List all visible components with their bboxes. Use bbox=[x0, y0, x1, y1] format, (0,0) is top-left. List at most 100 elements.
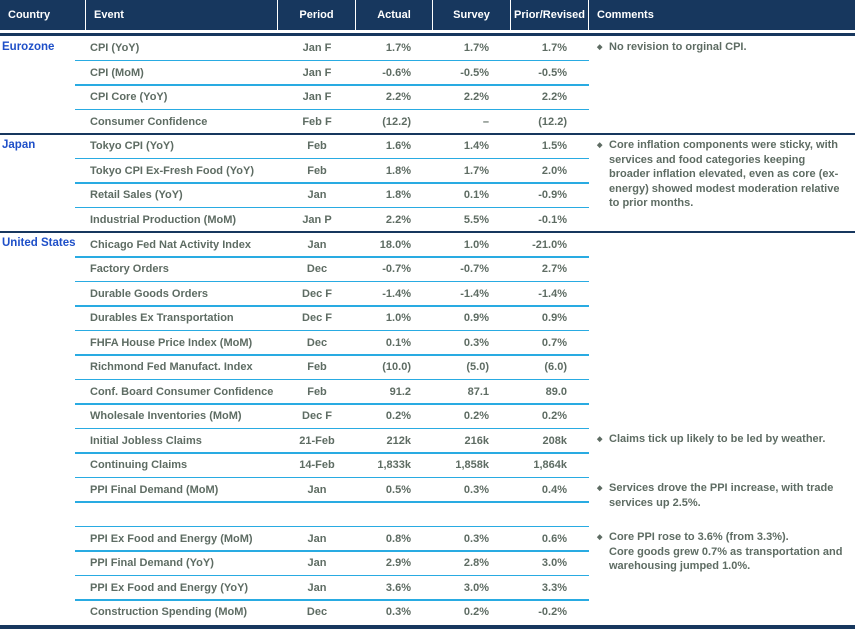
cell-prior: 0.7% bbox=[541, 336, 567, 349]
cell-actual: -0.7% bbox=[382, 263, 411, 276]
cell-survey: – bbox=[482, 115, 489, 128]
cell-prior: -21.0% bbox=[532, 238, 567, 251]
country-label-japan: Japan bbox=[2, 139, 36, 151]
cell-period: Jan bbox=[307, 189, 327, 202]
table-row: Conf. Board Consumer Confidence Feb 91.2… bbox=[0, 379, 855, 405]
cell-event: Tokyo CPI Ex-Fresh Food (YoY) bbox=[90, 164, 254, 177]
table-row: Tokyo CPI Ex-Fresh Food (YoY) Feb 1.8% 1… bbox=[0, 159, 855, 184]
comment-jobless-claims: ◆ Claims tick up likely to be led by wea… bbox=[597, 432, 849, 448]
cell-event: Durables Ex Transportation bbox=[90, 312, 234, 325]
table-row: Consumer Confidence Feb F (12.2) – (12.2… bbox=[0, 110, 855, 135]
diamond-bullet-icon: ◆ bbox=[597, 142, 603, 149]
table-row: CPI (YoY) Jan F 1.7% 1.7% 1.7% bbox=[0, 36, 855, 61]
column-header-actual: Actual bbox=[356, 0, 433, 30]
cell-event: Wholesale Inventories (MoM) bbox=[90, 410, 242, 423]
cell-survey: 0.1% bbox=[463, 189, 489, 202]
cell-actual: 0.5% bbox=[385, 483, 411, 496]
cell-prior: 2.0% bbox=[541, 164, 567, 177]
cell-prior: 208k bbox=[542, 434, 567, 447]
cell-event: Industrial Production (MoM) bbox=[90, 213, 237, 226]
comment-text: No revision to orginal CPI. bbox=[609, 41, 747, 53]
cell-actual: 1.8% bbox=[385, 164, 411, 177]
cell-actual: (10.0) bbox=[382, 361, 411, 374]
table-header-row: Country Event Period Actual Survey Prior… bbox=[0, 0, 855, 30]
cell-survey: 1.7% bbox=[463, 164, 489, 177]
table-row: Factory Orders Dec -0.7% -0.7% 2.7% bbox=[0, 257, 855, 282]
table-row: Durables Ex Transportation Dec F 1.0% 0.… bbox=[0, 306, 855, 331]
cell-survey: 0.3% bbox=[463, 483, 489, 496]
table-bottom-border bbox=[0, 625, 855, 629]
cell-survey: -1.4% bbox=[460, 287, 489, 300]
table-row: Durable Goods Orders Dec F -1.4% -1.4% -… bbox=[0, 281, 855, 307]
cell-actual: 1.0% bbox=[385, 312, 411, 325]
table-row-spacer bbox=[0, 502, 855, 527]
cell-prior: 0.2% bbox=[541, 410, 567, 423]
cell-period: Feb bbox=[307, 361, 327, 374]
cell-survey: 0.3% bbox=[463, 532, 489, 545]
comment-japan-inflation: ◆ Core inflation components were sticky,… bbox=[597, 138, 849, 211]
cell-prior: 3.3% bbox=[541, 581, 567, 594]
cell-prior: 1,864k bbox=[533, 459, 567, 472]
cell-period: Feb bbox=[307, 385, 327, 398]
cell-actual: 3.6% bbox=[385, 581, 411, 594]
cell-period: 14-Feb bbox=[299, 459, 335, 472]
cell-event: Initial Jobless Claims bbox=[90, 434, 202, 447]
column-header-comments: Comments bbox=[597, 9, 654, 21]
comment-text: Claims tick up likely to be led by weath… bbox=[609, 433, 826, 445]
cell-period: Feb bbox=[307, 140, 327, 153]
table-row: CPI Core (YoY) Jan F 2.2% 2.2% 2.2% bbox=[0, 85, 855, 110]
cell-event: CPI (YoY) bbox=[90, 42, 140, 55]
column-header-prior-revised: Prior/Revised bbox=[511, 0, 589, 30]
cell-prior: 2.7% bbox=[541, 263, 567, 276]
cell-actual: 0.3% bbox=[385, 606, 411, 619]
table-row: Wholesale Inventories (MoM) Dec F 0.2% 0… bbox=[0, 404, 855, 429]
cell-event: Factory Orders bbox=[90, 263, 169, 276]
cell-survey: -0.7% bbox=[460, 263, 489, 276]
column-header-survey: Survey bbox=[433, 0, 511, 30]
cell-actual: 18.0% bbox=[379, 238, 411, 251]
cell-survey: 2.2% bbox=[463, 91, 489, 104]
table-row: PPI Final Demand (MoM) Jan 0.5% 0.3% 0.4… bbox=[0, 478, 855, 503]
comment-text: Core inflation components were sticky, w… bbox=[609, 139, 840, 210]
section-divider bbox=[0, 133, 855, 136]
cell-survey: 0.2% bbox=[463, 410, 489, 423]
diamond-bullet-icon: ◆ bbox=[597, 44, 603, 51]
cell-event: PPI Final Demand (MoM) bbox=[90, 483, 219, 496]
diamond-bullet-icon: ◆ bbox=[597, 534, 603, 541]
cell-event: Chicago Fed Nat Activity Index bbox=[90, 238, 251, 251]
cell-actual: -0.6% bbox=[382, 66, 411, 79]
cell-actual: 1.7% bbox=[385, 42, 411, 55]
cell-event: PPI Ex Food and Energy (MoM) bbox=[90, 532, 253, 545]
table-row: Tokyo CPI (YoY) Feb 1.6% 1.4% 1.5% bbox=[0, 134, 855, 159]
cell-period: Jan F bbox=[302, 66, 332, 79]
cell-survey: 1,858k bbox=[455, 459, 489, 472]
cell-prior: 1.5% bbox=[541, 140, 567, 153]
cell-survey: 0.3% bbox=[463, 336, 489, 349]
cell-period: Dec F bbox=[302, 312, 332, 325]
cell-prior: (6.0) bbox=[544, 361, 567, 374]
cell-survey: 2.8% bbox=[463, 557, 489, 570]
cell-event: CPI Core (YoY) bbox=[90, 91, 168, 104]
cell-period: Dec bbox=[306, 336, 328, 349]
cell-survey: 1.4% bbox=[463, 140, 489, 153]
cell-survey: -0.5% bbox=[460, 66, 489, 79]
country-label-united-states: United States bbox=[2, 237, 76, 249]
cell-event: Richmond Fed Manufact. Index bbox=[90, 361, 253, 374]
table-row: Initial Jobless Claims 21-Feb 212k 216k … bbox=[0, 429, 855, 454]
cell-actual: 91.2 bbox=[389, 385, 411, 398]
column-header-country: Country bbox=[0, 0, 86, 30]
cell-period: Feb bbox=[307, 164, 327, 177]
cell-actual: 1,833k bbox=[377, 459, 411, 472]
cell-prior: -0.2% bbox=[538, 606, 567, 619]
cell-event: Consumer Confidence bbox=[90, 115, 208, 128]
table-row: FHFA House Price Index (MoM) Dec 0.1% 0.… bbox=[0, 330, 855, 356]
country-label-eurozone: Eurozone bbox=[2, 41, 55, 53]
cell-period: Jan P bbox=[302, 213, 332, 226]
cell-prior: (12.2) bbox=[538, 115, 567, 128]
cell-period: Jan bbox=[307, 532, 327, 545]
cell-period: 21-Feb bbox=[299, 434, 335, 447]
cell-event: Durable Goods Orders bbox=[90, 287, 208, 300]
cell-event: PPI Final Demand (YoY) bbox=[90, 557, 214, 570]
cell-survey: (5.0) bbox=[466, 361, 489, 374]
comment-text: Core PPI rose to 3.6% (from 3.3%). bbox=[609, 531, 789, 543]
